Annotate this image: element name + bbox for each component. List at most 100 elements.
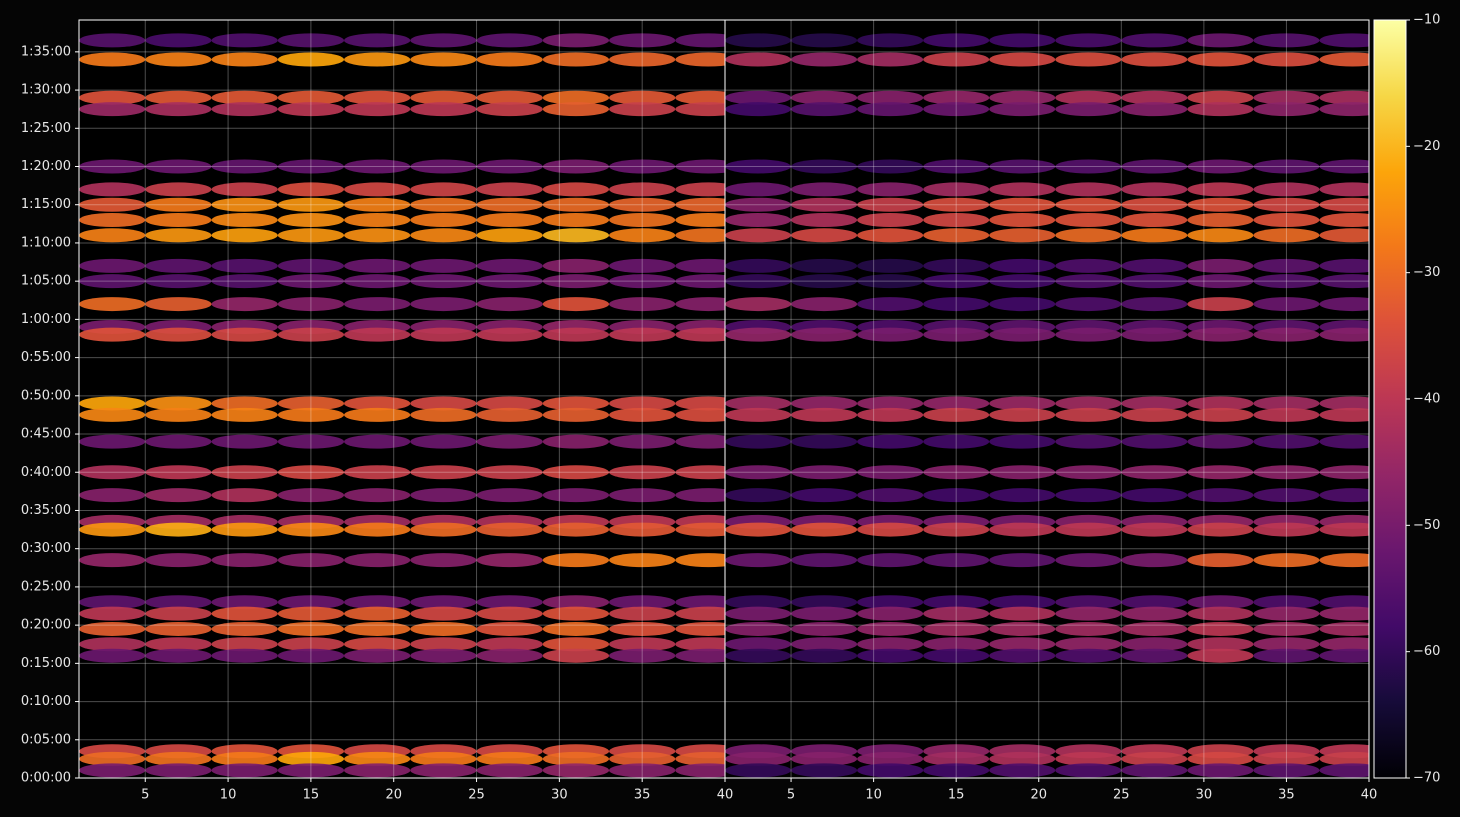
heat-cell xyxy=(79,33,146,48)
heat-cell xyxy=(1121,488,1188,503)
heat-cell xyxy=(410,182,477,197)
heat-cell xyxy=(1121,228,1188,243)
heat-cell xyxy=(1121,90,1188,105)
heat-cell xyxy=(725,33,792,48)
heat-cell xyxy=(989,228,1056,243)
heat-cell xyxy=(79,621,146,636)
heat-cell xyxy=(1055,182,1122,197)
heat-cell xyxy=(410,159,477,174)
heat-cell xyxy=(1253,182,1320,197)
heat-cell xyxy=(1187,102,1254,117)
heat-cell xyxy=(609,396,676,411)
heat-cell xyxy=(145,228,212,243)
heat-cell xyxy=(857,327,924,342)
heat-cell xyxy=(923,258,990,273)
heat-cell xyxy=(277,33,345,48)
heat-cell xyxy=(923,434,990,449)
heat-cell xyxy=(476,488,543,503)
heat-cell xyxy=(609,553,676,568)
heat-cell xyxy=(211,465,278,480)
heat-cell xyxy=(1055,648,1122,663)
heat-cell xyxy=(145,52,212,67)
heat-cell xyxy=(725,297,792,312)
heat-cell xyxy=(1187,274,1254,289)
y-tick-label: 0:10:00 xyxy=(21,694,71,709)
heat-cell xyxy=(989,621,1056,636)
heat-cell xyxy=(609,90,676,105)
panel-frame xyxy=(724,19,1370,779)
heat-cell xyxy=(923,33,990,48)
heat-cell xyxy=(989,33,1056,48)
heat-cell xyxy=(1319,522,1369,537)
heat-cell xyxy=(211,327,278,342)
colorbar-tick-label: −30 xyxy=(1413,265,1440,280)
heat-cell xyxy=(277,763,345,778)
heat-cell xyxy=(609,197,676,212)
heat-cell xyxy=(857,90,924,105)
heat-cell xyxy=(1121,197,1188,212)
heat-cell xyxy=(791,606,858,621)
heat-cell xyxy=(542,621,610,636)
heat-cell xyxy=(542,33,610,48)
heat-cell xyxy=(1121,52,1188,67)
heat-cell xyxy=(344,488,411,503)
heat-cell xyxy=(476,274,543,289)
heat-cell xyxy=(1187,258,1254,273)
heat-cell xyxy=(542,522,610,537)
heat-cell xyxy=(211,595,278,610)
heat-cell xyxy=(675,33,725,48)
heat-cell xyxy=(725,407,792,422)
heat-cell xyxy=(675,488,725,503)
heat-cell xyxy=(725,648,792,663)
heat-cell xyxy=(145,33,212,48)
heat-cell xyxy=(1055,274,1122,289)
heat-cell xyxy=(1253,606,1320,621)
heat-cell xyxy=(277,553,345,568)
y-tick-label: 0:35:00 xyxy=(21,503,71,518)
heat-cell xyxy=(609,33,676,48)
heat-cell xyxy=(857,197,924,212)
heat-cell xyxy=(1187,182,1254,197)
heat-cell xyxy=(79,522,146,537)
heat-cell xyxy=(989,434,1056,449)
colorbar-tick-label: −40 xyxy=(1413,392,1440,407)
heat-cell xyxy=(857,396,924,411)
heat-cell xyxy=(1187,396,1254,411)
heat-cell xyxy=(1121,274,1188,289)
heat-cell xyxy=(675,213,725,228)
heat-cell xyxy=(542,197,610,212)
heat-cell xyxy=(857,228,924,243)
heat-cell xyxy=(145,258,212,273)
heat-cell xyxy=(145,434,212,449)
heat-cell xyxy=(791,159,858,174)
heat-cell xyxy=(1187,33,1254,48)
heat-cell xyxy=(989,606,1056,621)
heat-cell xyxy=(1055,465,1122,480)
heat-cell xyxy=(1253,197,1320,212)
heat-cell xyxy=(923,606,990,621)
heat-cell xyxy=(1187,763,1254,778)
heat-cell xyxy=(277,52,345,67)
heat-cell xyxy=(1121,637,1188,652)
heat-cell xyxy=(277,213,345,228)
heat-cell xyxy=(609,327,676,342)
heat-cell xyxy=(857,274,924,289)
heat-cell xyxy=(79,102,146,117)
heat-cell xyxy=(989,274,1056,289)
heat-cell xyxy=(145,553,212,568)
heat-cell xyxy=(609,621,676,636)
heat-cell xyxy=(211,606,278,621)
heat-cell xyxy=(1055,621,1122,636)
y-tick-label: 0:00:00 xyxy=(21,771,71,786)
heat-cell xyxy=(1121,434,1188,449)
heat-cell xyxy=(857,52,924,67)
heat-cell xyxy=(1319,159,1369,174)
heat-cell xyxy=(923,213,990,228)
heat-cell xyxy=(1319,648,1369,663)
heat-cell xyxy=(989,407,1056,422)
heat-cell xyxy=(344,751,411,766)
heat-cell xyxy=(211,274,278,289)
heat-cell xyxy=(211,213,278,228)
heat-cell xyxy=(989,763,1056,778)
